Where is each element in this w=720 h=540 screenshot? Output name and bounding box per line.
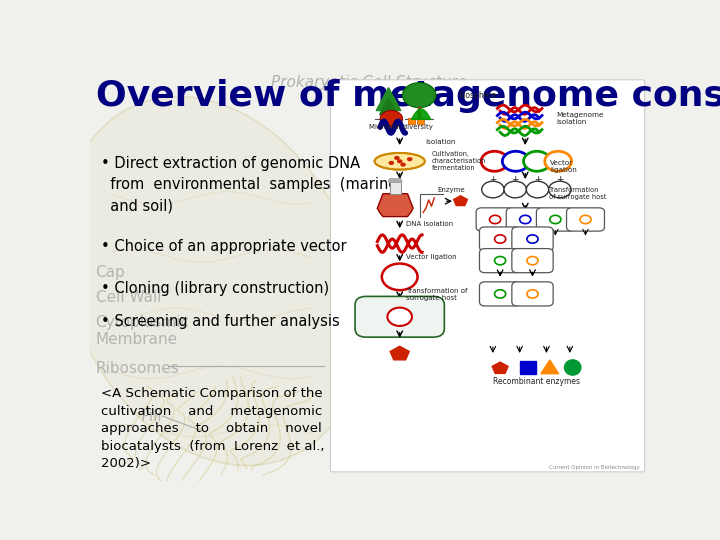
Circle shape: [527, 256, 538, 265]
Text: • Choice of an appropriate vector: • Choice of an appropriate vector: [101, 239, 347, 254]
Circle shape: [504, 181, 526, 198]
Circle shape: [407, 157, 413, 161]
Text: <A Schematic Comparison of the
cultivation    and    metagenomic
approaches    t: <A Schematic Comparison of the cultivati…: [101, 387, 325, 470]
Text: +: +: [511, 174, 519, 184]
FancyBboxPatch shape: [480, 248, 521, 273]
Polygon shape: [377, 194, 413, 217]
Ellipse shape: [564, 359, 582, 376]
Polygon shape: [492, 362, 508, 373]
Text: Pili: Pili: [140, 409, 162, 424]
Circle shape: [382, 264, 418, 290]
Circle shape: [550, 215, 561, 224]
Circle shape: [495, 235, 505, 243]
Polygon shape: [390, 346, 409, 360]
Circle shape: [526, 181, 549, 198]
FancyBboxPatch shape: [480, 282, 521, 306]
Text: Microbial diversity: Microbial diversity: [369, 124, 433, 130]
Circle shape: [387, 308, 412, 326]
Circle shape: [495, 290, 505, 298]
Polygon shape: [390, 182, 401, 194]
Text: Cytoplasm: Cytoplasm: [423, 117, 505, 132]
Text: • Cloning (library construction): • Cloning (library construction): [101, 281, 329, 296]
FancyBboxPatch shape: [408, 118, 415, 124]
Text: • Screening and further analysis: • Screening and further analysis: [101, 314, 340, 329]
Circle shape: [527, 290, 538, 298]
Polygon shape: [379, 98, 397, 114]
Text: +: +: [556, 174, 564, 184]
Text: Ribosomes: Ribosomes: [96, 361, 179, 376]
Text: Current Opinion in Biotechnology: Current Opinion in Biotechnology: [549, 465, 639, 470]
FancyBboxPatch shape: [512, 227, 553, 251]
Circle shape: [389, 161, 394, 165]
Text: Transformation of
surrogate host: Transformation of surrogate host: [406, 288, 468, 301]
Text: +: +: [489, 174, 497, 184]
Circle shape: [520, 215, 531, 224]
Circle shape: [402, 83, 436, 107]
Text: Recombinant enzymes: Recombinant enzymes: [493, 377, 580, 386]
Text: Cell Wall: Cell Wall: [96, 290, 161, 305]
Circle shape: [380, 111, 402, 127]
Text: Cap: Cap: [96, 265, 125, 280]
Text: Isolation: Isolation: [425, 139, 455, 145]
FancyBboxPatch shape: [506, 208, 544, 231]
Ellipse shape: [61, 97, 364, 465]
Circle shape: [523, 151, 550, 171]
Text: Prokaryotic Cell Structure: Prokaryotic Cell Structure: [271, 75, 467, 90]
Polygon shape: [389, 179, 402, 182]
Polygon shape: [377, 87, 401, 111]
Text: • Direct extraction of genomic DNA
  from  environmental  samples  (marine
  and: • Direct extraction of genomic DNA from …: [101, 156, 397, 213]
Text: Metagenome
isolation: Metagenome isolation: [556, 112, 603, 125]
Polygon shape: [520, 361, 536, 374]
Circle shape: [580, 215, 591, 224]
FancyBboxPatch shape: [355, 296, 444, 337]
Circle shape: [481, 151, 508, 171]
Circle shape: [490, 215, 500, 224]
Text: Vector
ligation: Vector ligation: [550, 160, 577, 173]
Text: Transformation
of surrogate host: Transformation of surrogate host: [549, 187, 606, 200]
Circle shape: [397, 159, 402, 163]
Text: Vector ligation: Vector ligation: [406, 254, 457, 260]
Text: Cultivation,
characterisation
fermentation: Cultivation, characterisation fermentati…: [432, 151, 487, 171]
FancyBboxPatch shape: [476, 208, 514, 231]
Circle shape: [482, 181, 504, 198]
Ellipse shape: [374, 153, 425, 170]
Circle shape: [495, 256, 505, 265]
Text: DNA isolation: DNA isolation: [406, 221, 454, 227]
FancyBboxPatch shape: [417, 118, 424, 124]
Circle shape: [503, 151, 529, 171]
FancyBboxPatch shape: [330, 80, 644, 472]
FancyBboxPatch shape: [536, 208, 575, 231]
Circle shape: [400, 163, 406, 167]
FancyBboxPatch shape: [512, 248, 553, 273]
FancyBboxPatch shape: [512, 282, 553, 306]
Circle shape: [549, 181, 571, 198]
FancyBboxPatch shape: [567, 208, 605, 231]
Polygon shape: [454, 196, 467, 206]
Text: Enzyme: Enzyme: [437, 186, 464, 193]
Circle shape: [545, 151, 572, 171]
Text: Overview of metagenome construction: Overview of metagenome construction: [96, 79, 720, 113]
Text: Biosphere: Biosphere: [459, 91, 496, 100]
Polygon shape: [541, 360, 559, 374]
FancyBboxPatch shape: [480, 227, 521, 251]
Text: Cytoplasmic
Membrane: Cytoplasmic Membrane: [96, 315, 189, 347]
Circle shape: [394, 156, 400, 160]
Circle shape: [527, 235, 538, 243]
Text: +: +: [534, 174, 541, 184]
